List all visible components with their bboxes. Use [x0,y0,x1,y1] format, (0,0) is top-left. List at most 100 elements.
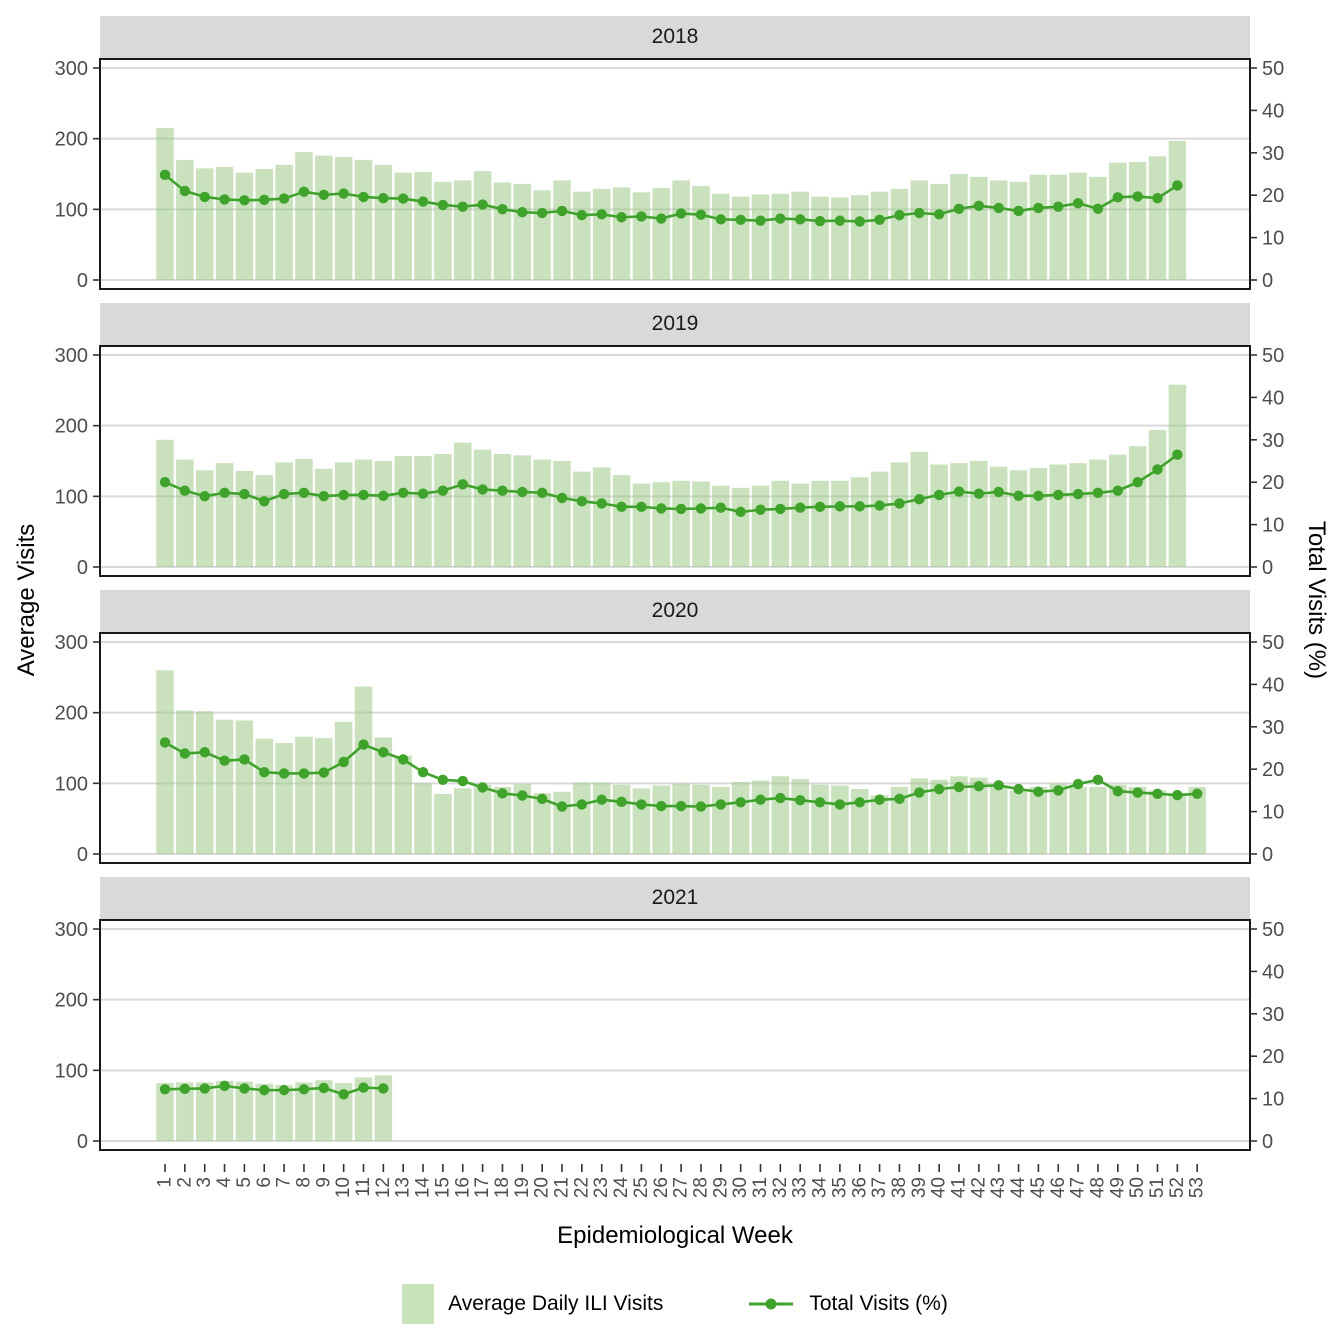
svg-text:21: 21 [552,1177,573,1198]
svg-text:30: 30 [1262,143,1284,165]
svg-text:12: 12 [373,1177,394,1198]
svg-text:26: 26 [651,1177,672,1198]
panel-2021: 0 100 200 300 0 10 20 30 40 50 [55,919,1284,1151]
svg-text:50: 50 [1262,345,1284,367]
panel-2018: 0 100 200 300 0 10 20 30 40 50 [55,58,1284,290]
svg-text:40: 40 [1262,961,1284,983]
svg-text:0: 0 [1262,270,1273,290]
svg-text:10: 10 [1262,1089,1284,1111]
facet-strip-2020: 2020 [100,590,1250,632]
y-axis-right-title: Total Visits (%) [1303,520,1330,680]
svg-text:100: 100 [55,199,88,221]
facet-strip-label: 2021 [651,886,699,909]
svg-text:0: 0 [1262,844,1273,864]
panel-2019: 0 100 200 300 0 10 20 30 40 50 [55,345,1284,577]
svg-text:100: 100 [55,1060,88,1082]
svg-text:0: 0 [77,270,88,290]
facet-strip-label: 2019 [651,312,699,335]
svg-text:20: 20 [1262,1046,1284,1068]
svg-text:30: 30 [730,1177,751,1198]
x-axis-title: Epidemiological Week [557,1222,793,1249]
svg-text:19: 19 [512,1177,533,1198]
svg-text:300: 300 [55,632,88,654]
svg-text:37: 37 [869,1177,890,1198]
legend: Average Daily ILI Visits Total Visits (%… [100,1284,1250,1324]
legend-label: Total Visits (%) [809,1292,948,1315]
bar-swatch-icon [402,1284,435,1324]
svg-text:52: 52 [1167,1177,1188,1198]
svg-text:51: 51 [1147,1177,1168,1198]
line-dot-icon [749,1298,794,1310]
svg-text:36: 36 [849,1177,870,1198]
svg-text:32: 32 [770,1177,791,1198]
svg-text:20: 20 [1262,472,1284,494]
svg-text:41: 41 [949,1177,970,1198]
x-axis: 1234567891011121314151617181920212223242… [155,1164,1208,1199]
svg-text:200: 200 [55,129,88,151]
svg-text:0: 0 [77,1131,88,1151]
svg-text:5: 5 [234,1177,255,1188]
svg-text:200: 200 [55,990,88,1012]
svg-text:50: 50 [1262,919,1284,941]
svg-text:23: 23 [591,1177,612,1198]
facet-strip-2019: 2019 [100,303,1250,345]
svg-text:30: 30 [1262,1004,1284,1026]
svg-text:50: 50 [1262,632,1284,654]
svg-text:28: 28 [690,1177,711,1198]
svg-text:50: 50 [1262,58,1284,80]
svg-text:10: 10 [1262,515,1284,537]
facet-strip-2021: 2021 [100,877,1250,919]
svg-text:10: 10 [333,1177,354,1198]
svg-text:27: 27 [671,1177,692,1198]
svg-text:1: 1 [155,1177,176,1188]
svg-text:31: 31 [750,1177,771,1198]
facet-strip-label: 2020 [651,599,699,622]
facet-2021: 2021 0 100 200 300 0 10 20 30 40 50 [38,877,1296,1151]
svg-text:0: 0 [1262,557,1273,577]
svg-text:29: 29 [710,1177,731,1198]
svg-text:10: 10 [1262,228,1284,250]
svg-text:40: 40 [1262,674,1284,696]
svg-text:18: 18 [492,1177,513,1198]
svg-text:44: 44 [1008,1177,1029,1199]
svg-text:300: 300 [55,58,88,80]
svg-text:11: 11 [353,1177,374,1197]
facet-strip-label: 2018 [651,25,699,48]
svg-text:0: 0 [77,557,88,577]
legend-label: Average Daily ILI Visits [448,1292,664,1315]
svg-text:40: 40 [929,1177,950,1198]
facet-2018: 2018 0 100 200 300 0 10 20 30 40 50 [38,16,1296,290]
svg-text:6: 6 [254,1177,275,1188]
svg-text:100: 100 [55,773,88,795]
svg-text:4: 4 [214,1177,235,1188]
svg-text:100: 100 [55,486,88,508]
facet-2020: 2020 0 100 200 300 0 10 20 30 40 50 [38,590,1296,864]
panel-2020: 0 100 200 300 0 10 20 30 40 50 [55,632,1284,864]
svg-text:43: 43 [988,1177,1009,1198]
svg-text:50: 50 [1127,1177,1148,1198]
svg-text:39: 39 [909,1177,930,1198]
svg-text:40: 40 [1262,387,1284,409]
svg-text:47: 47 [1068,1177,1089,1198]
svg-text:16: 16 [452,1177,473,1198]
svg-text:30: 30 [1262,430,1284,452]
svg-text:7: 7 [274,1177,295,1188]
svg-text:45: 45 [1028,1177,1049,1198]
svg-text:300: 300 [55,345,88,367]
svg-text:35: 35 [829,1177,850,1198]
svg-text:30: 30 [1262,717,1284,739]
facet-2019: 2019 0 100 200 300 0 10 20 30 40 50 [38,303,1296,577]
svg-text:0: 0 [1262,1131,1273,1151]
svg-text:17: 17 [472,1177,493,1198]
svg-text:200: 200 [55,416,88,438]
svg-text:20: 20 [1262,759,1284,781]
y-axis-left-title: Average Visits [13,523,40,677]
svg-text:24: 24 [611,1177,632,1199]
svg-text:10: 10 [1262,802,1284,824]
svg-text:25: 25 [631,1177,652,1198]
svg-text:300: 300 [55,919,88,941]
svg-text:42: 42 [968,1177,989,1198]
svg-text:3: 3 [194,1177,215,1188]
svg-text:20: 20 [1262,185,1284,207]
